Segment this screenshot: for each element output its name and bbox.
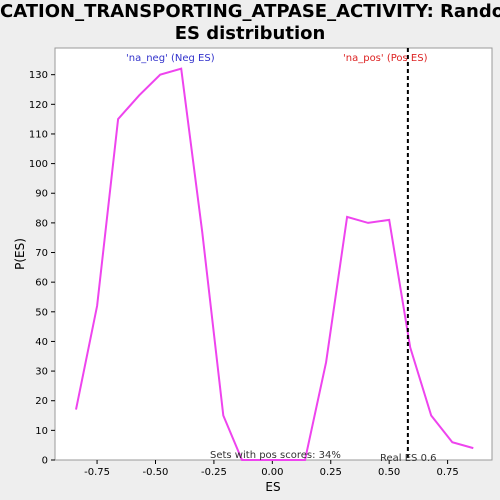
x-axis-ticks: -0.75 -0.50 -0.25 0.00 0.25 0.50 0.75 (84, 460, 459, 478)
y-tick-label: 90 (35, 189, 48, 200)
y-tick-label: 30 (35, 367, 48, 378)
sets-with-pos-label: Sets with pos scores: 34% (210, 450, 341, 461)
y-tick-label: 110 (29, 129, 48, 140)
real-es-label: Real ES 0.6 (380, 453, 436, 464)
x-tick-label: -0.25 (201, 467, 227, 478)
x-tick-label: -0.50 (143, 467, 169, 478)
chart-title-line-2: ES distribution (174, 23, 326, 44)
chart-title-line-1: CATION_TRANSPORTING_ATPASE_ACTIVITY: Ran… (0, 1, 500, 22)
y-tick-label: 50 (35, 307, 48, 318)
y-axis-label: P(ES) (13, 238, 27, 270)
y-tick-label: 20 (35, 396, 48, 407)
x-tick-label: 0.50 (378, 467, 400, 478)
y-axis-ticks: 0 10 20 30 40 50 60 70 80 90 100 110 120 130 (29, 70, 55, 467)
x-tick-label: 0.75 (436, 467, 458, 478)
y-tick-label: 120 (29, 100, 48, 111)
neg-es-label: 'na_neg' (Neg ES) (126, 53, 215, 64)
x-tick-label: 0.25 (320, 467, 342, 478)
es-distribution-line (75, 67, 474, 461)
x-tick-label: 0.00 (261, 467, 283, 478)
y-tick-label: 0 (42, 456, 48, 467)
y-tick-label: 100 (29, 159, 48, 170)
y-tick-label: 80 (35, 218, 48, 229)
y-tick-label: 40 (35, 337, 48, 348)
pos-es-label: 'na_pos' (Pos ES) (343, 53, 428, 64)
y-tick-label: 130 (29, 70, 48, 81)
y-tick-label: 60 (35, 278, 48, 289)
y-tick-label: 70 (35, 248, 48, 259)
x-axis-label: ES (265, 480, 280, 494)
x-tick-label: -0.75 (84, 467, 110, 478)
y-tick-label: 10 (35, 426, 48, 437)
plot-area (54, 47, 493, 461)
